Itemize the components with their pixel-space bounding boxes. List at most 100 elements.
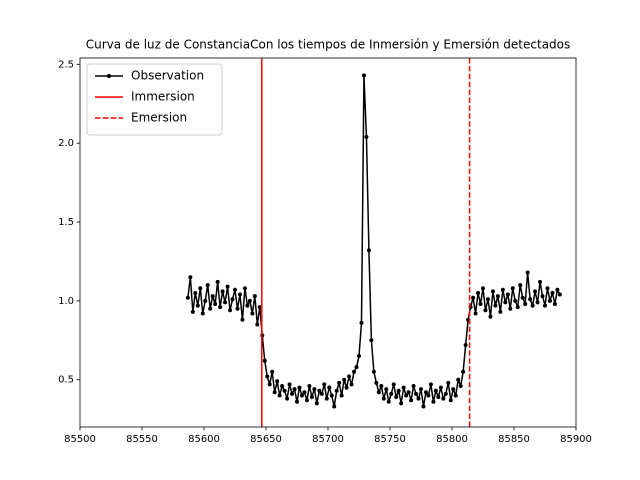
point — [414, 391, 419, 396]
point — [332, 404, 337, 409]
y-tick-label: 0.5 — [58, 375, 74, 386]
point — [285, 396, 290, 401]
point — [500, 287, 505, 292]
point — [314, 401, 319, 406]
point — [451, 387, 456, 392]
point — [312, 387, 317, 392]
point — [493, 303, 498, 308]
y-tick-label: 2.0 — [58, 138, 74, 149]
point — [520, 295, 525, 300]
point — [252, 294, 257, 299]
point — [478, 302, 483, 306]
x-tick-label: 85500 — [64, 434, 96, 445]
point — [267, 382, 272, 387]
point — [265, 374, 270, 379]
point — [213, 302, 218, 306]
point — [557, 292, 562, 297]
point — [195, 303, 200, 308]
point — [401, 385, 406, 390]
point — [292, 387, 297, 392]
point — [476, 290, 481, 295]
point — [463, 343, 468, 347]
point — [381, 396, 386, 401]
point — [374, 380, 379, 385]
legend-label: Immersion — [131, 90, 195, 104]
point — [404, 393, 409, 398]
point — [543, 303, 547, 308]
point — [423, 390, 428, 395]
point — [357, 354, 361, 359]
point — [384, 387, 389, 392]
point — [250, 311, 255, 316]
point — [456, 377, 461, 382]
point — [280, 384, 285, 388]
point — [240, 317, 245, 322]
point — [203, 298, 208, 303]
point — [228, 308, 233, 313]
point — [354, 365, 359, 370]
point — [505, 292, 510, 297]
legend-marker — [107, 74, 111, 78]
point — [535, 300, 540, 305]
point — [198, 286, 203, 291]
x-tick-label: 85900 — [560, 434, 592, 445]
axes-frame — [79, 57, 577, 428]
point — [471, 295, 476, 300]
point — [297, 385, 302, 390]
point — [235, 306, 240, 311]
x-tick-label: 85750 — [374, 434, 406, 445]
x-tick-label: 85850 — [498, 434, 530, 445]
x-tick-label: 85800 — [436, 434, 468, 445]
point — [533, 289, 538, 294]
point — [188, 275, 193, 280]
point — [193, 290, 198, 295]
point — [262, 358, 267, 363]
point — [361, 73, 366, 78]
point — [205, 283, 210, 288]
point — [185, 295, 190, 300]
point — [230, 297, 235, 302]
point — [483, 308, 488, 313]
point — [277, 393, 282, 398]
point — [287, 382, 292, 387]
point — [485, 297, 490, 302]
point — [220, 289, 225, 294]
point — [242, 286, 247, 291]
point — [275, 379, 280, 384]
point — [304, 398, 309, 403]
point — [317, 388, 322, 393]
point — [523, 302, 528, 306]
point — [290, 391, 295, 396]
point — [223, 300, 228, 305]
point — [339, 393, 344, 398]
point — [490, 289, 495, 294]
point — [359, 320, 364, 325]
chart-title: Curva de luz de ConstanciaCon los tiempo… — [86, 38, 571, 52]
point — [282, 388, 287, 393]
point — [453, 393, 458, 398]
point — [436, 395, 441, 400]
point — [433, 388, 438, 393]
point — [443, 391, 448, 396]
point — [344, 385, 349, 390]
point — [545, 286, 550, 291]
point — [481, 286, 485, 291]
point — [518, 283, 523, 288]
point — [295, 399, 299, 404]
plot-area — [185, 58, 562, 427]
point — [215, 279, 220, 284]
point — [547, 298, 552, 303]
point — [208, 306, 213, 311]
point — [364, 134, 369, 139]
point — [255, 322, 260, 327]
point — [369, 338, 374, 343]
point — [334, 388, 339, 393]
point — [555, 287, 560, 292]
point — [508, 306, 513, 311]
point — [538, 279, 543, 284]
point — [309, 395, 314, 400]
point — [322, 382, 327, 387]
legend-label: Emersion — [131, 111, 187, 125]
point — [498, 309, 503, 314]
